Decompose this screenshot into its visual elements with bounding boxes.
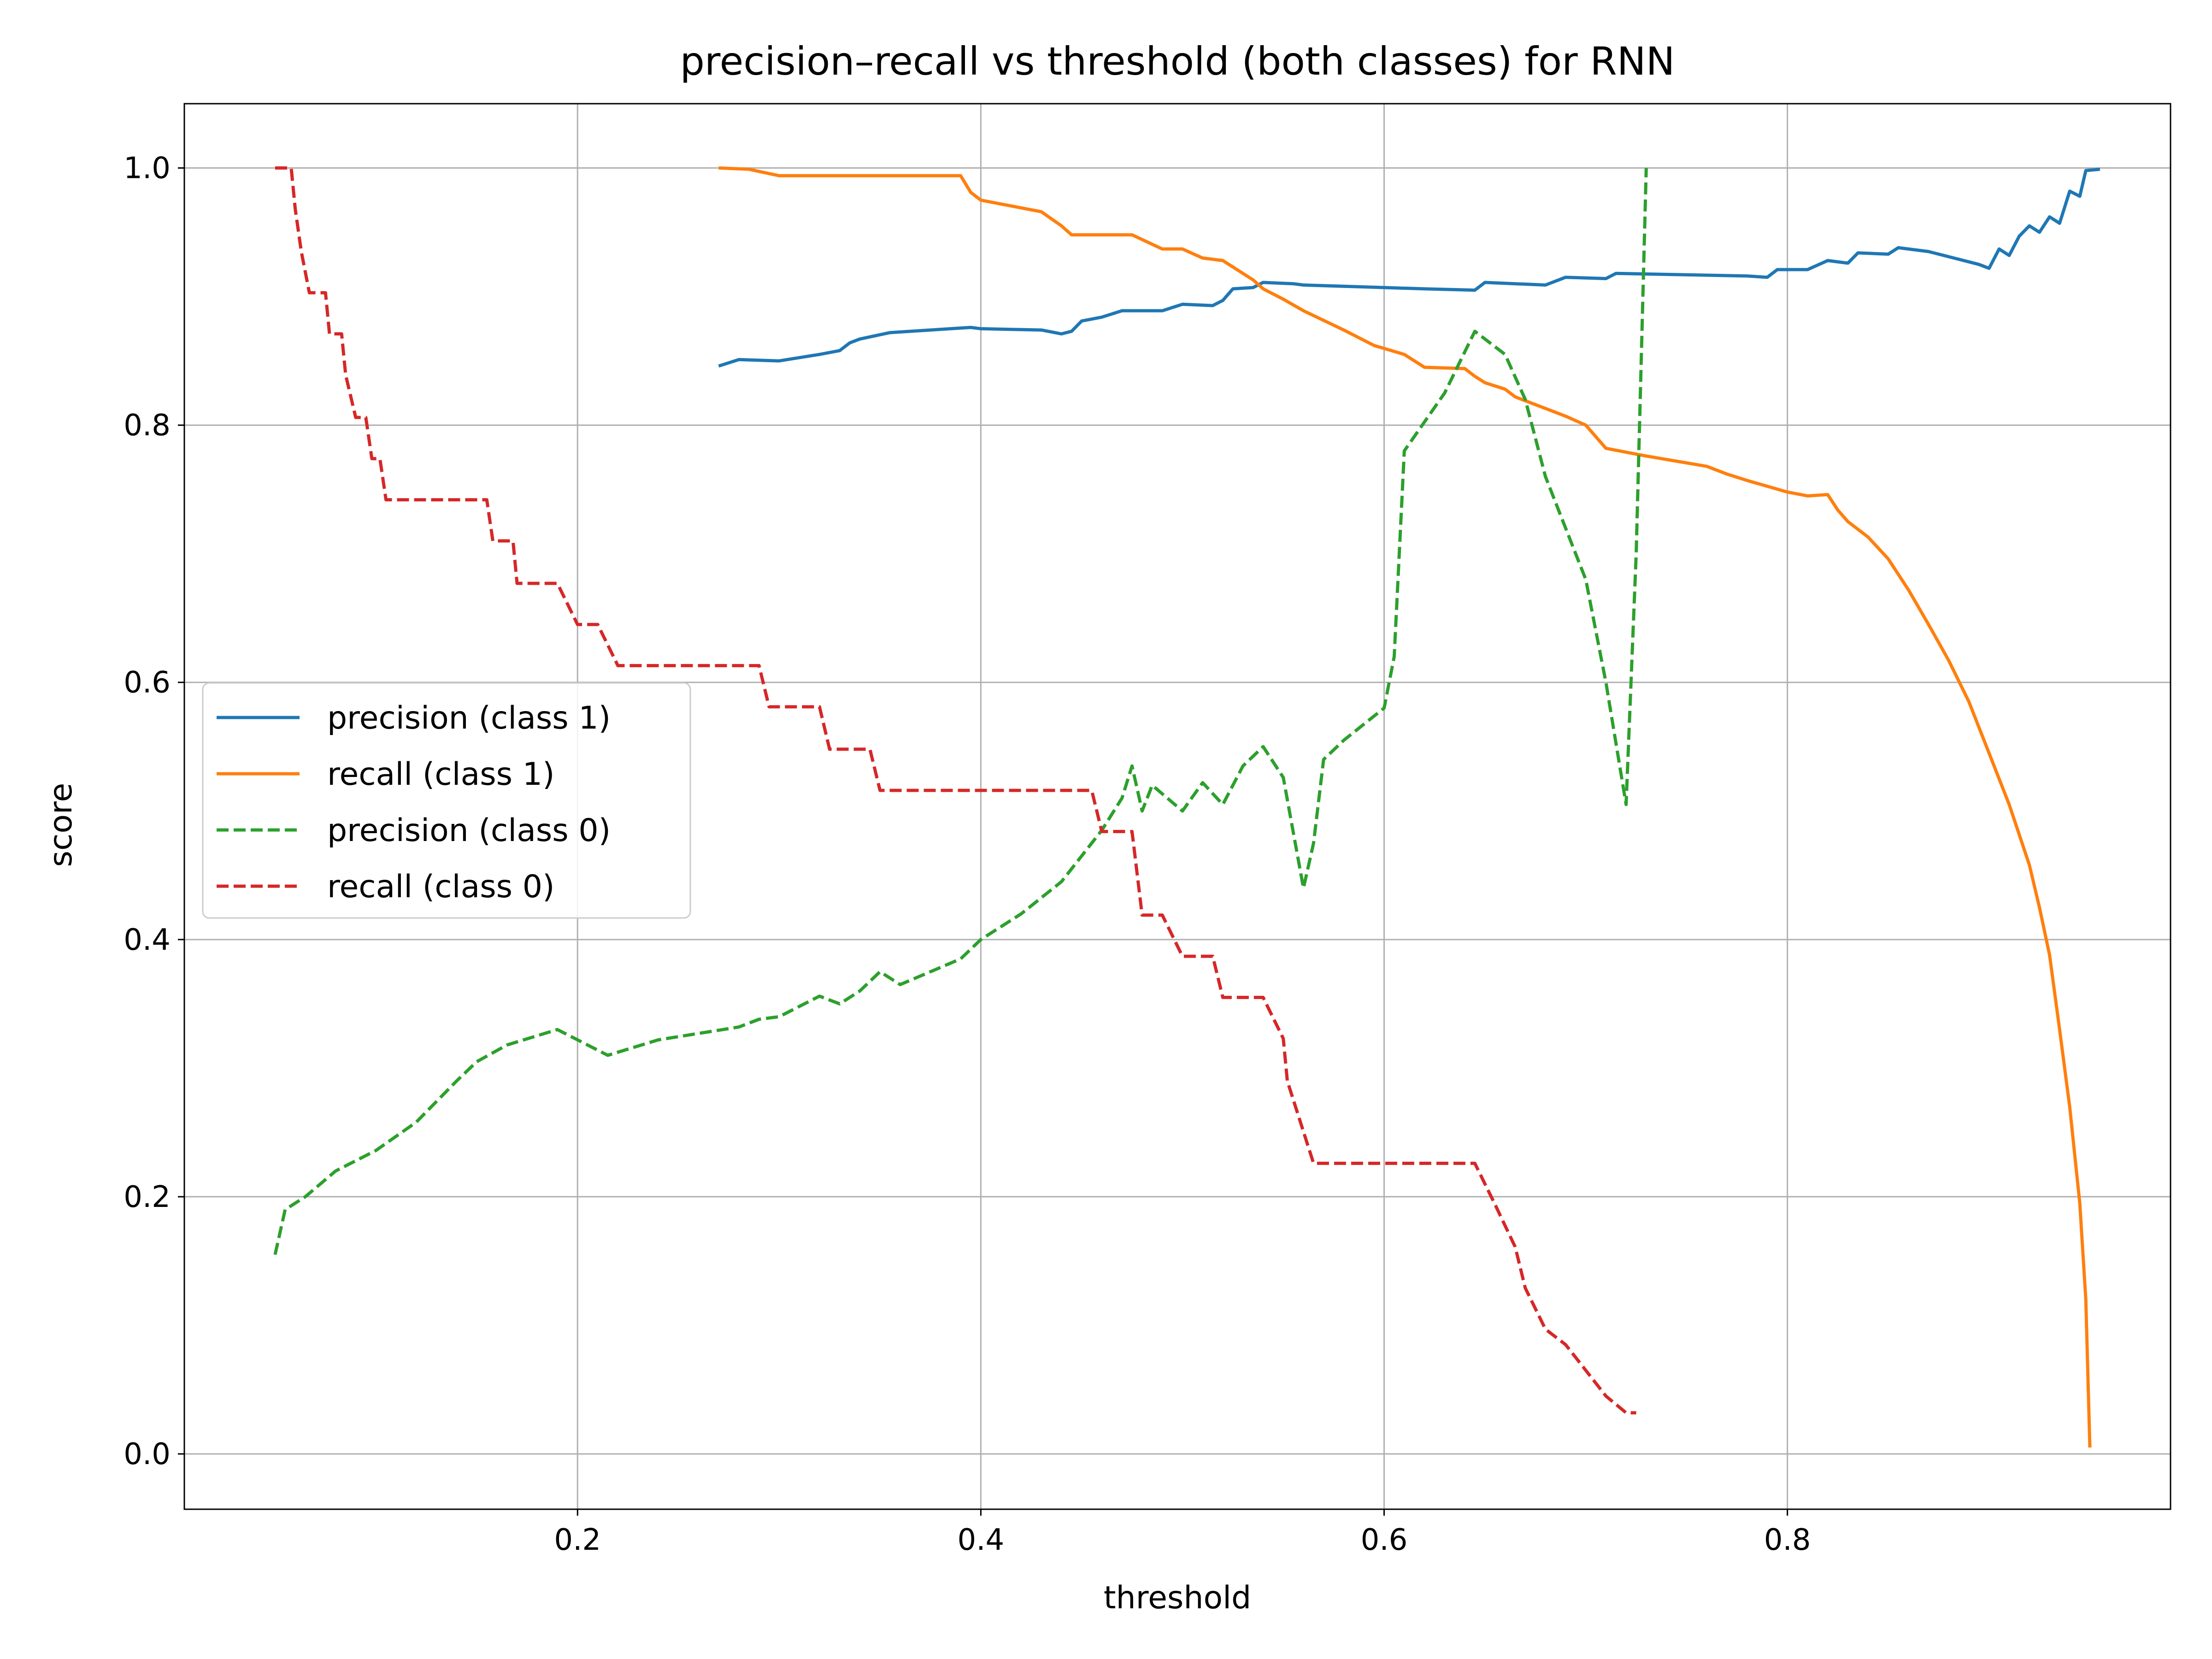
series-line-2 [718,166,2092,1448]
y-tick-label: 0.4 [124,923,171,957]
y-tick-label: 0.0 [124,1437,171,1471]
chart-title: precision–recall vs threshold (both clas… [680,39,1675,84]
legend-label-3: precision (class 0) [327,812,611,849]
series-line-1 [718,167,2100,368]
y-tick-label: 0.6 [124,666,171,700]
y-tick-label: 1.0 [124,152,171,186]
legend: precision (class 1) recall (class 1) preci… [202,682,691,919]
axis-ticks: 0.2 0.4 0.6 0.8 0.0 0.2 0.4 0.6 0.8 1.0 [124,152,1811,1557]
x-tick-label: 0.4 [957,1523,1004,1557]
legend-label-2: recall (class 1) [327,756,555,793]
legend-label-1: precision (class 1) [327,700,611,736]
series-group [273,166,2100,1448]
x-tick-label: 0.8 [1764,1523,1811,1557]
y-tick-label: 0.8 [124,409,171,443]
legend-box [202,682,691,919]
x-axis-label: threshold [1104,1580,1251,1616]
legend-label-4: recall (class 0) [327,869,555,905]
x-tick-label: 0.6 [1361,1523,1408,1557]
series-line-3 [273,168,1648,1255]
y-tick-label: 0.2 [124,1180,171,1214]
x-tick-label: 0.2 [554,1523,601,1557]
y-axis-label: score [43,783,79,867]
plot-frame [183,103,2171,1510]
series-line-4 [275,166,1636,1415]
